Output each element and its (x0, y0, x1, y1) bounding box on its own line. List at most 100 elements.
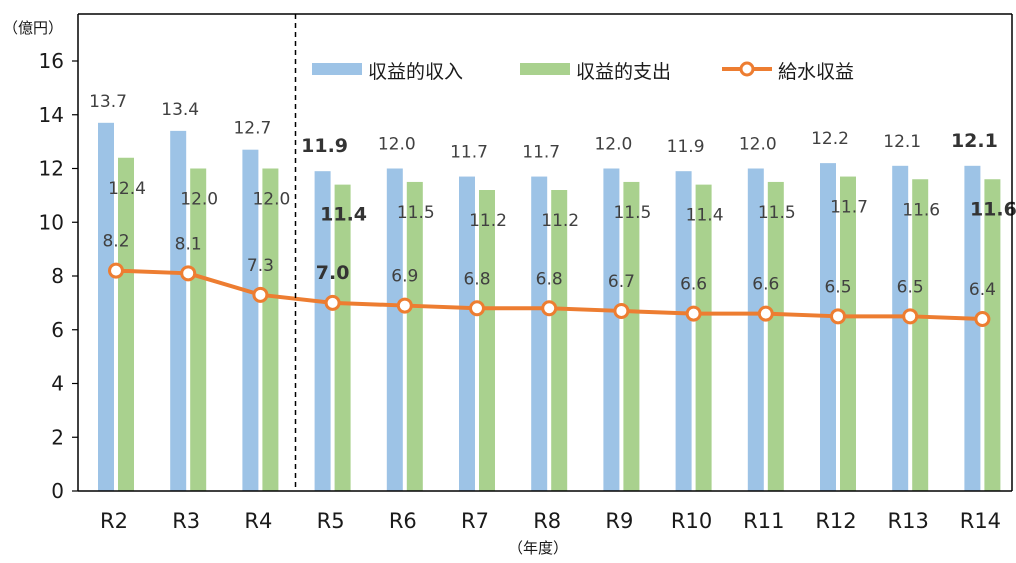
y-tick-label: 12 (39, 157, 64, 181)
bar-expense (334, 184, 351, 491)
bar-expense (262, 168, 279, 491)
bar-expense (767, 181, 784, 491)
legend-marker (739, 61, 755, 77)
legend-label: 収益的支出 (576, 61, 671, 83)
y-tick-label: 0 (51, 479, 64, 503)
x-tick-label: R8 (533, 509, 561, 533)
line-point (685, 305, 702, 322)
bar-expense (840, 176, 856, 491)
data-label-water-revenue: 6.5 (897, 277, 924, 297)
axes-layer: 0 2 4 6 8 10 12 14 16 （億円） R2 R3 R4 R5 R6 R7 R8 R9 R10 R11 R… (3, 13, 1013, 557)
legend-item-water-revenue: 給水収益 (722, 61, 854, 83)
bar-revenue (603, 168, 620, 491)
data-label-expense: 12.0 (252, 190, 290, 210)
data-label-revenue: 11.9 (301, 135, 348, 157)
bar-revenue (386, 168, 403, 491)
bar-revenue (747, 168, 764, 491)
legend-label: 給水収益 (778, 61, 854, 83)
bar-revenue (675, 171, 692, 491)
data-label-revenue: 11.7 (522, 143, 560, 163)
bar-revenue (314, 171, 331, 491)
bar-expense (912, 179, 929, 491)
bars-layer (98, 122, 1001, 491)
data-label-expense: 12.4 (108, 179, 146, 199)
line-point (541, 300, 558, 317)
x-tick-label: R6 (389, 509, 417, 533)
data-label-revenue: 13.4 (161, 100, 199, 120)
line-point (830, 308, 846, 325)
data-label-water-revenue: 6.8 (536, 269, 563, 289)
x-tick-label: R2 (100, 509, 128, 533)
bar-expense (623, 181, 640, 491)
data-label-expense: 11.6 (902, 200, 940, 220)
legend-label: 収益的収入 (368, 61, 463, 83)
y-tick-label: 8 (51, 264, 64, 288)
bar-expense (984, 179, 1001, 491)
data-label-water-revenue: 8.2 (102, 232, 129, 252)
x-tick-label: R12 (815, 509, 856, 533)
y-tick-label: 4 (51, 372, 64, 396)
x-tick-label: R5 (317, 509, 345, 533)
data-label-water-revenue: 6.9 (391, 267, 418, 287)
x-tick-label: R7 (461, 509, 489, 533)
line-point (974, 311, 991, 327)
legend-item-revenue: 収益的収入 (312, 61, 463, 83)
line-point (469, 300, 485, 317)
data-label-revenue: 11.7 (450, 143, 488, 163)
data-label-expense: 11.7 (830, 198, 868, 218)
bar-revenue (459, 176, 475, 491)
data-label-revenue: 12.0 (739, 135, 777, 155)
data-label-water-revenue: 6.7 (608, 272, 635, 292)
x-tick-label: R11 (743, 509, 784, 533)
legend-swatch (520, 63, 570, 75)
data-label-revenue: 12.7 (233, 119, 271, 139)
data-label-revenue: 12.1 (883, 132, 921, 152)
data-label-expense: 11.2 (541, 211, 579, 231)
data-label-water-revenue: 7.0 (316, 262, 350, 284)
x-tick-label: R13 (888, 509, 929, 533)
line-layer (108, 262, 991, 327)
bar-revenue (170, 130, 187, 491)
x-tick-label: R9 (605, 509, 633, 533)
data-label-expense: 12.0 (180, 190, 218, 210)
data-label-expense: 11.2 (469, 211, 507, 231)
y-tick-label: 6 (51, 318, 64, 342)
bar-expense (406, 181, 423, 491)
line-point (252, 286, 269, 303)
bar-expense (695, 184, 712, 491)
data-label-expense: 11.4 (686, 206, 724, 226)
data-label-expense: 11.5 (613, 203, 651, 223)
bar-revenue (531, 176, 548, 491)
line-point (613, 302, 630, 319)
data-label-revenue: 12.2 (811, 129, 849, 149)
bar-revenue (98, 122, 114, 491)
line-point (108, 262, 124, 279)
data-label-revenue: 12.0 (378, 135, 416, 155)
bar-expense (479, 190, 495, 491)
data-label-water-revenue: 6.5 (824, 277, 851, 297)
y-tick-label: 2 (51, 425, 64, 449)
legend: 収益的収入 収益的支出 給水収益 (312, 61, 854, 83)
line-point (180, 265, 197, 282)
x-tick-label: R14 (960, 509, 1001, 533)
data-label-revenue: 12.0 (594, 135, 632, 155)
bar-revenue (892, 165, 909, 491)
bar-revenue (964, 165, 981, 491)
x-tick-label: R4 (244, 509, 272, 533)
bar-expense (190, 168, 207, 491)
legend-swatch (312, 63, 362, 75)
y-tick-label: 14 (39, 103, 64, 127)
data-label-water-revenue: 8.1 (175, 234, 202, 254)
data-label-expense: 11.5 (397, 203, 435, 223)
data-label-water-revenue: 6.8 (463, 269, 490, 289)
y-tick-label: 16 (39, 49, 64, 73)
y-unit-label: （億円） (3, 19, 63, 37)
data-label-revenue: 13.7 (89, 92, 127, 112)
data-label-expense: 11.6 (970, 198, 1016, 220)
bar-expense (551, 190, 568, 491)
x-axis-label: （年度） (508, 539, 568, 557)
line-point (757, 305, 774, 322)
data-label-water-revenue: 6.4 (969, 280, 996, 300)
